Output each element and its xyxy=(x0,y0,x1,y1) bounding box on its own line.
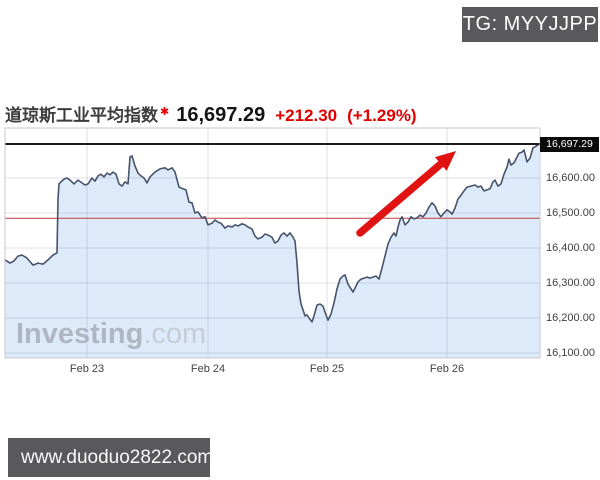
last-price: 16,697.29 xyxy=(176,104,266,126)
plot-border xyxy=(4,127,541,359)
instrument-name: 道琼斯工业平均指数 xyxy=(5,106,158,125)
x-axis-label: Feb 24 xyxy=(190,363,226,375)
watermark-bold-text: Investing xyxy=(16,318,144,350)
trend-arrow-shaft xyxy=(356,160,445,237)
y-axis-label: 16,400.00 xyxy=(546,242,595,254)
y-axis-label: 16,200.00 xyxy=(546,312,595,324)
instrument-header: 道琼斯工业平均指数 ✱ 16,697.29 +212.30 (+1.29%) xyxy=(5,101,595,127)
area-fill xyxy=(5,144,540,358)
current-price-flag: 16,697.29 xyxy=(540,137,599,152)
price-line xyxy=(4,143,540,323)
x-axis-label: Feb 25 xyxy=(309,363,345,375)
y-axis-label: 16,300.00 xyxy=(546,277,595,289)
alert-star-icon: ✱ xyxy=(160,105,170,118)
price-change: +212.30 xyxy=(275,106,338,125)
tg-badge: TG: MYYJJPP xyxy=(462,7,598,42)
y-axis-label: 16,500.00 xyxy=(546,207,595,219)
x-axis-label: Feb 23 xyxy=(69,363,105,375)
watermark-light-text: .com xyxy=(143,318,207,350)
x-axis-label: Feb 26 xyxy=(429,363,465,375)
y-axis-label: 16,600.00 xyxy=(546,172,595,184)
site-url-bar: www.duoduo2822.com xyxy=(8,438,213,477)
trend-arrow-head-icon xyxy=(434,151,456,171)
investing-watermark: Investing.com xyxy=(16,318,206,351)
y-axis-label: 16,100.00 xyxy=(546,347,595,359)
price-change-percent: (+1.29%) xyxy=(347,106,417,125)
